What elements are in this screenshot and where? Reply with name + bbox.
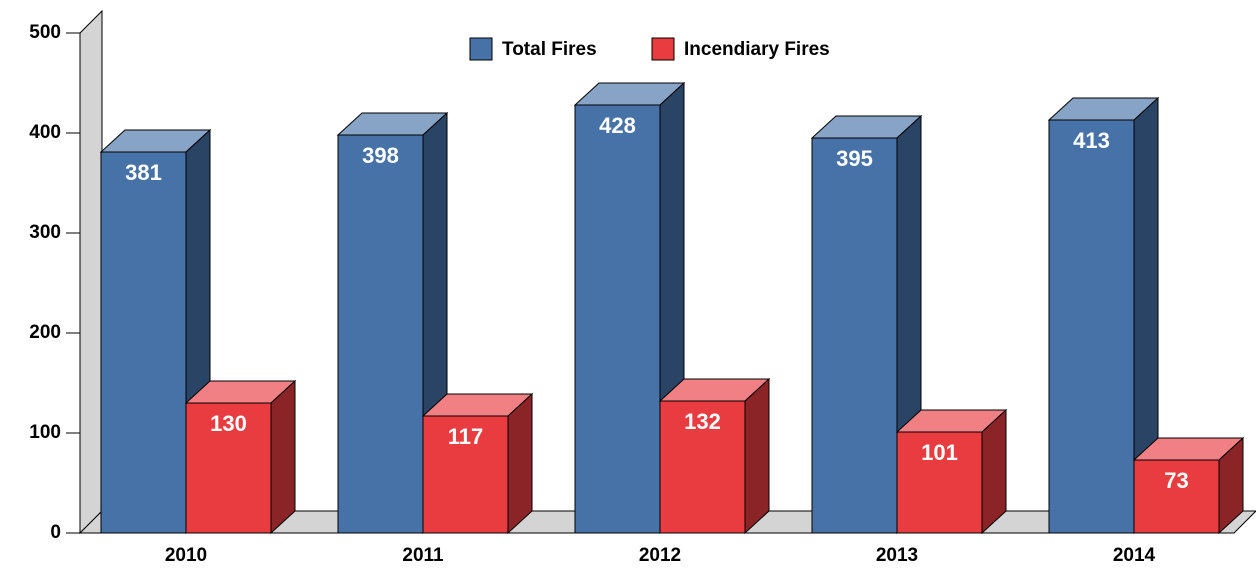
legend-label: Total Fires: [502, 39, 597, 60]
value-label: 73: [1164, 468, 1188, 493]
y-tick-label: 0: [50, 522, 61, 543]
bar-side: [981, 408, 1007, 535]
value-label: 130: [210, 411, 247, 436]
bar-side: [507, 392, 533, 535]
value-label: 398: [362, 143, 399, 168]
side-wall: [79, 9, 103, 535]
bar: [99, 128, 212, 535]
bar: [658, 377, 771, 535]
bar-front: [574, 104, 661, 534]
value-label: 413: [1073, 128, 1110, 153]
bar: [336, 111, 449, 535]
legend-label: Incendiary Fires: [684, 39, 830, 60]
bar-front: [422, 415, 509, 534]
y-tick-label: 200: [29, 322, 61, 343]
bar-side: [270, 379, 296, 535]
y-tick-label: 500: [29, 22, 61, 43]
legend-swatch: [469, 37, 493, 61]
y-tick-label: 300: [29, 222, 61, 243]
bar-front: [659, 400, 746, 534]
bar-front: [337, 134, 424, 534]
value-label: 428: [599, 113, 636, 138]
value-label: 117: [448, 424, 484, 449]
x-tick-label: 2013: [876, 545, 918, 566]
bar: [1047, 96, 1160, 535]
value-label: 132: [684, 409, 721, 434]
bar-front: [811, 137, 898, 534]
bar-side: [744, 377, 770, 535]
x-tick-label: 2012: [639, 545, 681, 566]
bar-front: [1048, 119, 1135, 534]
bar: [895, 408, 1008, 535]
bar-front: [896, 431, 983, 534]
bar-front: [100, 151, 187, 534]
y-tick-label: 100: [29, 422, 61, 443]
value-label: 101: [921, 440, 958, 465]
bar: [1132, 436, 1245, 535]
value-label: 395: [836, 146, 873, 171]
x-tick-label: 2010: [165, 545, 207, 566]
y-tick-label: 400: [29, 122, 61, 143]
bar-front: [1133, 459, 1220, 534]
bar-front: [185, 402, 272, 534]
x-tick-label: 2014: [1113, 545, 1156, 566]
bar: [184, 379, 297, 535]
legend-swatch: [651, 37, 675, 61]
value-label: 381: [125, 160, 162, 185]
x-tick-label: 2011: [402, 545, 444, 566]
bar: [421, 392, 534, 535]
